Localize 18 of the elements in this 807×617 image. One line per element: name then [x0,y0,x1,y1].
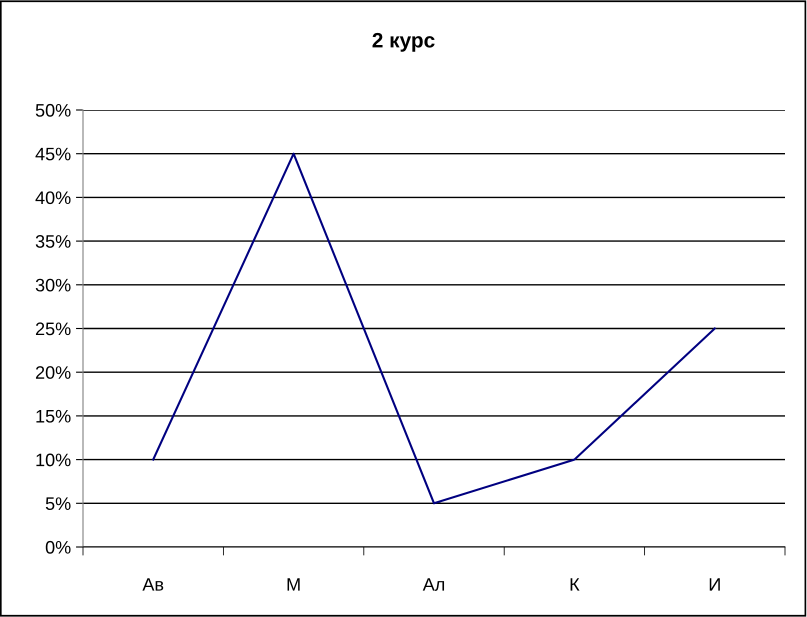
y-tick-label: 30% [36,278,71,292]
chart-title: 2 курс [372,32,435,52]
y-tick-label: 50% [36,104,71,117]
x-tick-label: Ав [142,578,164,591]
x-tick-label: М [288,578,300,591]
y-tick-label: 25% [36,322,71,336]
x-tick-label: Ал [422,578,444,591]
y-tick-label: 45% [35,148,71,160]
y-tick-label: 35% [36,235,71,248]
y-tick-label: 20% [36,366,71,379]
line-series [152,152,716,504]
y-tick-label: 15% [36,410,71,423]
y-tick-label: 40% [35,191,71,204]
y-tick-label: 0% [46,540,71,554]
x-tick-label: К [570,578,580,591]
x-tick-label: И [710,578,720,591]
y-tick-label: 10% [36,454,71,466]
y-tick-label: 5% [46,497,71,510]
